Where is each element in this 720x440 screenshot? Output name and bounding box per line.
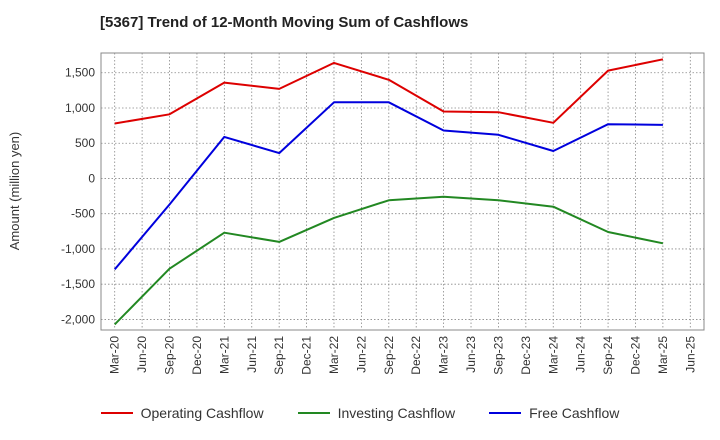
x-tick-label: Mar-22	[327, 336, 341, 374]
legend-label-free: Free Cashflow	[529, 405, 620, 421]
x-tick-label: Mar-24	[546, 336, 560, 374]
legend-label-operating: Operating Cashflow	[140, 405, 264, 421]
x-tick-label: Dec-24	[628, 336, 642, 375]
x-tick-label: Jun-25	[683, 336, 697, 373]
x-tick-label: Jun-24	[574, 336, 588, 373]
x-tick-label: Dec-22	[409, 336, 423, 375]
x-tick-label: Mar-20	[108, 336, 122, 374]
y-tick-label: 0	[88, 171, 95, 185]
x-tick-label: Dec-20	[190, 336, 204, 375]
legend-item-operating: Operating Cashflow	[100, 405, 264, 421]
legend-swatch-operating	[100, 412, 133, 414]
series-line-operating	[114, 58, 664, 125]
x-tick-label: Mar-25	[656, 336, 670, 374]
y-tick-label: -2,000	[61, 312, 95, 326]
y-axis-tick-labels: -2,000 -1,500 -1,000 -500 0 500 1,000 1,500	[61, 66, 95, 327]
chart-title: [5367] Trend of 12-Month Moving Sum of C…	[100, 14, 469, 31]
x-tick-label: Jun-20	[135, 336, 149, 373]
legend-swatch-free	[489, 412, 522, 414]
legend-swatch-investing	[297, 412, 330, 414]
x-tick-label: Mar-23	[437, 336, 451, 374]
plot-area	[100, 52, 705, 331]
y-tick-label: -1,000	[61, 242, 95, 256]
y-tick-label: -1,500	[61, 277, 95, 291]
y-tick-label: 1,500	[65, 66, 95, 80]
y-axis-title: Amount (million yen)	[7, 132, 22, 251]
x-tick-label: Jun-23	[464, 336, 478, 373]
grid-lines	[101, 53, 704, 330]
legend: Operating Cashflow Investing Cashflow Free…	[0, 405, 720, 421]
x-tick-label: Dec-23	[519, 336, 533, 375]
x-tick-label: Sep-21	[272, 336, 286, 375]
legend-item-free: Free Cashflow	[489, 405, 619, 421]
legend-item-investing: Investing Cashflow	[297, 405, 456, 421]
series-lines	[113, 58, 664, 326]
x-tick-label: Dec-21	[300, 336, 314, 375]
x-tick-label: Sep-22	[382, 336, 396, 375]
legend-label-investing: Investing Cashflow	[337, 405, 456, 421]
x-tick-label: Jun-22	[354, 336, 368, 373]
x-tick-label: Sep-20	[163, 336, 177, 375]
x-tick-label: Jun-21	[245, 336, 259, 373]
y-tick-label: -500	[71, 207, 95, 221]
series-line-investing	[113, 195, 664, 326]
x-tick-label: Sep-24	[601, 336, 615, 375]
x-tick-label: Sep-23	[491, 336, 505, 375]
x-axis-tick-labels: Mar-20 Jun-20 Sep-20 Dec-20 Mar-21 Jun-21 Sep-…	[108, 336, 698, 375]
x-tick-label: Mar-21	[217, 336, 231, 374]
y-tick-label: 500	[75, 136, 95, 150]
y-tick-label: 1,000	[65, 101, 95, 115]
series-line-free	[113, 101, 663, 271]
